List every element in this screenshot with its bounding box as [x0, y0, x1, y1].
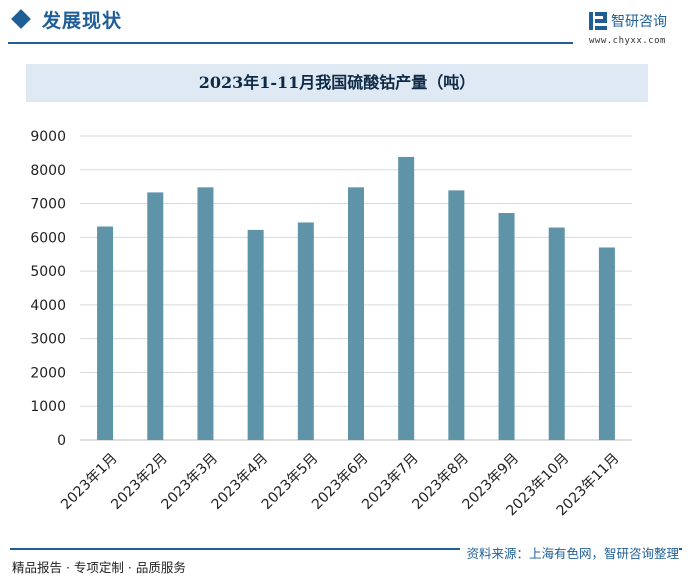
y-tick-label: 8000: [30, 163, 66, 179]
bar-4: [247, 229, 264, 440]
brand-url: www.chyxx.com: [589, 36, 666, 46]
x-axis-ticks: 2023年1月2023年2月2023年3月2023年4月2023年5月2023年…: [58, 450, 622, 519]
bar-6: [348, 187, 364, 440]
section-title: 发展现状: [42, 10, 123, 32]
bar-9: [498, 213, 515, 440]
bar-8: [448, 190, 465, 440]
y-tick-label: 5000: [30, 264, 66, 280]
bars: [97, 156, 615, 441]
bar-2: [147, 192, 164, 440]
y-tick-label: 4000: [30, 298, 66, 314]
footer-source: 资料来源：上海有色网，智研咨询整理: [460, 543, 679, 562]
bar-11: [598, 247, 615, 440]
bar-1: [97, 226, 114, 440]
y-tick-label: 0: [57, 433, 66, 449]
bar-3: [197, 187, 214, 440]
y-tick-label: 7000: [30, 197, 66, 213]
footer-divider: [10, 548, 682, 550]
y-tick-label: 1000: [30, 399, 66, 415]
brand-logo-icon: [589, 12, 607, 30]
y-axis-ticks: 0 1000 2000 3000 4000 5000 6000 7000 8000 9000: [30, 129, 66, 449]
y-tick-label: 6000: [30, 230, 66, 246]
chart-title: 2023年1-11月我国硫酸钴产量（吨）: [198, 73, 476, 92]
y-tick-label: 2000: [30, 365, 66, 381]
header: 发展现状 智研咨询 www.chyxx.com: [0, 0, 691, 50]
chart-title-band: 2023年1-11月我国硫酸钴产量（吨）: [26, 64, 648, 102]
brand-name: 智研咨询: [611, 14, 667, 30]
bar-10: [548, 227, 565, 440]
bar-chart: 0 1000 2000 3000 4000 5000 6000 7000 8000 9000 20…: [30, 129, 632, 519]
footer-tagline: 精品报告 · 专项定制 · 品质服务: [12, 560, 186, 575]
header-divider: [8, 42, 573, 44]
y-tick-label: 3000: [30, 332, 66, 348]
bar-7: [398, 156, 415, 441]
y-tick-label: 9000: [30, 129, 66, 145]
bar-5: [297, 222, 314, 440]
